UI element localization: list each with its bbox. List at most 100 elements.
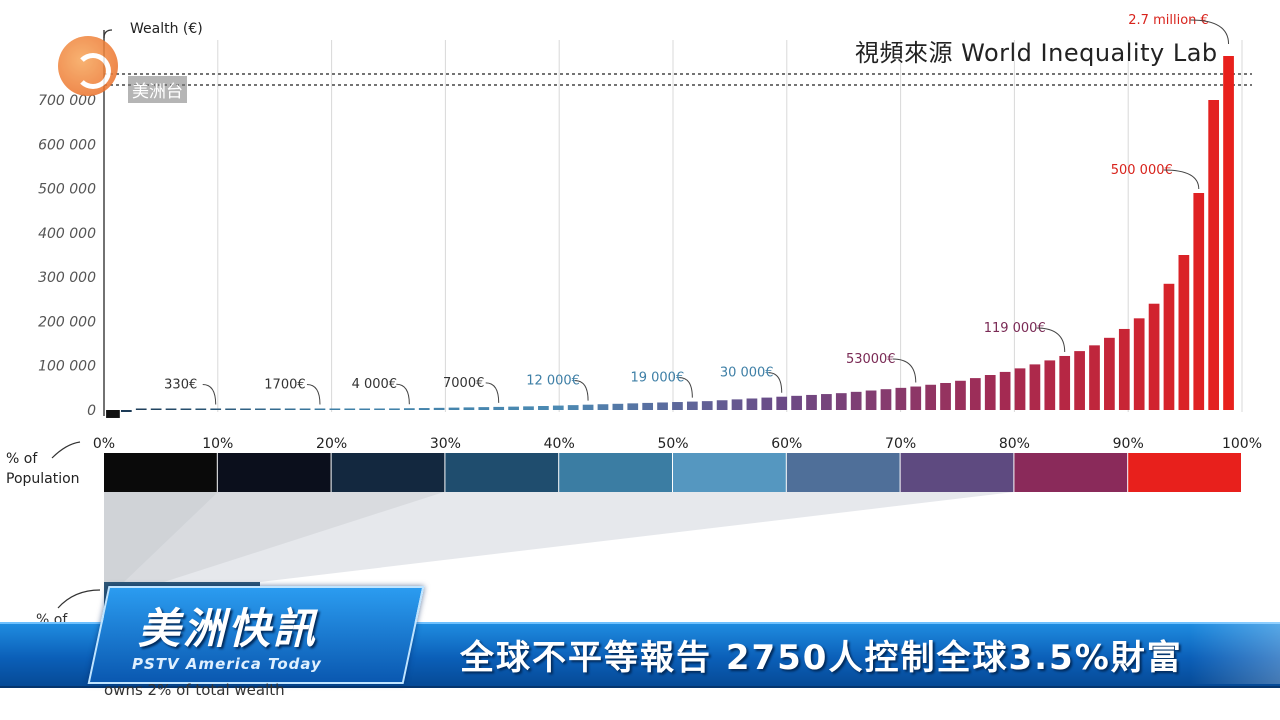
headline: 全球不平等報告 2750人控制全球3.5%財富 [460, 638, 1183, 678]
population-decile [559, 453, 672, 492]
x-tick-label: 30% [430, 436, 461, 452]
y-tick-label: 400 000 [38, 226, 96, 242]
x-tick-label: 40% [544, 436, 575, 452]
logo-text: 美洲台 [128, 76, 187, 103]
label-arrow-icon [396, 383, 410, 405]
bar [299, 408, 311, 410]
x-tick-label: 0% [93, 436, 115, 452]
x-tick-label: 50% [657, 436, 688, 452]
label-arrow-icon [575, 380, 589, 401]
bar [880, 389, 892, 410]
bar [1074, 351, 1085, 410]
y-tick-label: 600 000 [38, 137, 96, 153]
bar [433, 407, 445, 410]
bar [1104, 337, 1115, 410]
x-tick-label: 70% [885, 436, 916, 452]
bar [478, 407, 490, 410]
bar [1059, 355, 1071, 410]
bar [1029, 364, 1041, 410]
label-arrow-icon [1036, 327, 1066, 352]
bar [731, 399, 743, 410]
bar [418, 408, 430, 410]
bar [106, 410, 120, 418]
data-label: 2.7 million € [1128, 13, 1209, 28]
y-tick-label: 200 000 [38, 314, 96, 330]
bar [463, 407, 475, 410]
logo-icon [58, 36, 118, 96]
bar [999, 371, 1011, 410]
label-arrow-icon [679, 377, 693, 398]
funnel-highlight [104, 492, 444, 582]
channel-logo: 美洲台 [58, 36, 206, 106]
x-tick-label: 90% [1113, 436, 1144, 452]
y-axis: Wealth (€) 0 100 000 200 000 300 000 400 000 5… [38, 21, 1252, 419]
data-label: 1700€ [264, 378, 305, 393]
bar [642, 402, 654, 410]
bar [835, 393, 847, 410]
data-label: 30 000€ [720, 366, 774, 381]
bottom-axis-arrow-icon [57, 589, 101, 609]
bar [761, 397, 773, 410]
bar [716, 400, 728, 410]
data-label: 500 000€ [1111, 163, 1173, 178]
bar [969, 378, 981, 410]
program-title-en: PSTV America Today [132, 655, 322, 673]
bar [508, 406, 519, 410]
annotations: 330€ 1700€ 4 000€ 7000€ 12 000€ 19 000€ 30 000… [164, 13, 1230, 405]
bar [1089, 345, 1100, 410]
y-tick-label: 100 000 [38, 359, 96, 375]
x-axis: 0% 10% 20% 30% 40% 50% 60% 70% 80% 90% 100% [93, 436, 1262, 452]
label-arrow-icon [485, 382, 500, 403]
bar [1133, 318, 1145, 410]
bar [448, 407, 460, 410]
bar [850, 391, 862, 410]
bar [1044, 360, 1056, 410]
bar [582, 404, 594, 410]
bar [597, 404, 609, 410]
bar [329, 408, 341, 410]
label-arrow-icon [892, 358, 917, 383]
y-tick-label: 300 000 [38, 270, 96, 286]
y-tick-label: 500 000 [38, 182, 96, 198]
bar [135, 408, 147, 410]
bar [806, 394, 817, 410]
x-axis-label-line1: % of [6, 451, 38, 467]
bar [1118, 328, 1130, 410]
bar [821, 394, 832, 410]
bar [389, 408, 400, 410]
bar [240, 408, 251, 410]
source-caption: 視頻來源 World Inequality Lab [855, 39, 1218, 67]
bar [910, 386, 922, 410]
bar [493, 406, 505, 410]
x-axis-label-line2: Population [6, 471, 80, 487]
bar [925, 384, 937, 410]
bar [1178, 255, 1190, 410]
label-arrow-icon [1190, 19, 1230, 45]
population-bar: % of Population [6, 441, 1241, 492]
population-decile [104, 453, 217, 492]
data-label: 7000€ [443, 376, 484, 391]
program-title-cn: 美洲快訊 [138, 604, 319, 653]
bar [1014, 368, 1026, 410]
bar [180, 408, 192, 410]
y-tick-label: 700 000 [38, 93, 96, 109]
label-arrow-icon [768, 372, 783, 393]
data-label: 119 000€ [984, 321, 1046, 336]
bar [210, 408, 222, 410]
bar [865, 390, 877, 410]
bar [284, 408, 296, 410]
x-tick-label: 10% [202, 436, 233, 452]
population-decile [217, 453, 331, 492]
x-axis-arrow-icon [51, 441, 81, 459]
bar [567, 405, 579, 410]
bar [984, 375, 996, 410]
bar [359, 408, 371, 410]
gridlines [217, 40, 1243, 412]
bar [686, 401, 698, 410]
bar [255, 408, 266, 410]
bottom-note: owns 2% of total wealth [104, 681, 285, 699]
y-axis-label: Wealth (€) [130, 21, 203, 37]
bar [374, 408, 385, 410]
population-decile [445, 453, 559, 492]
bar [165, 408, 177, 410]
